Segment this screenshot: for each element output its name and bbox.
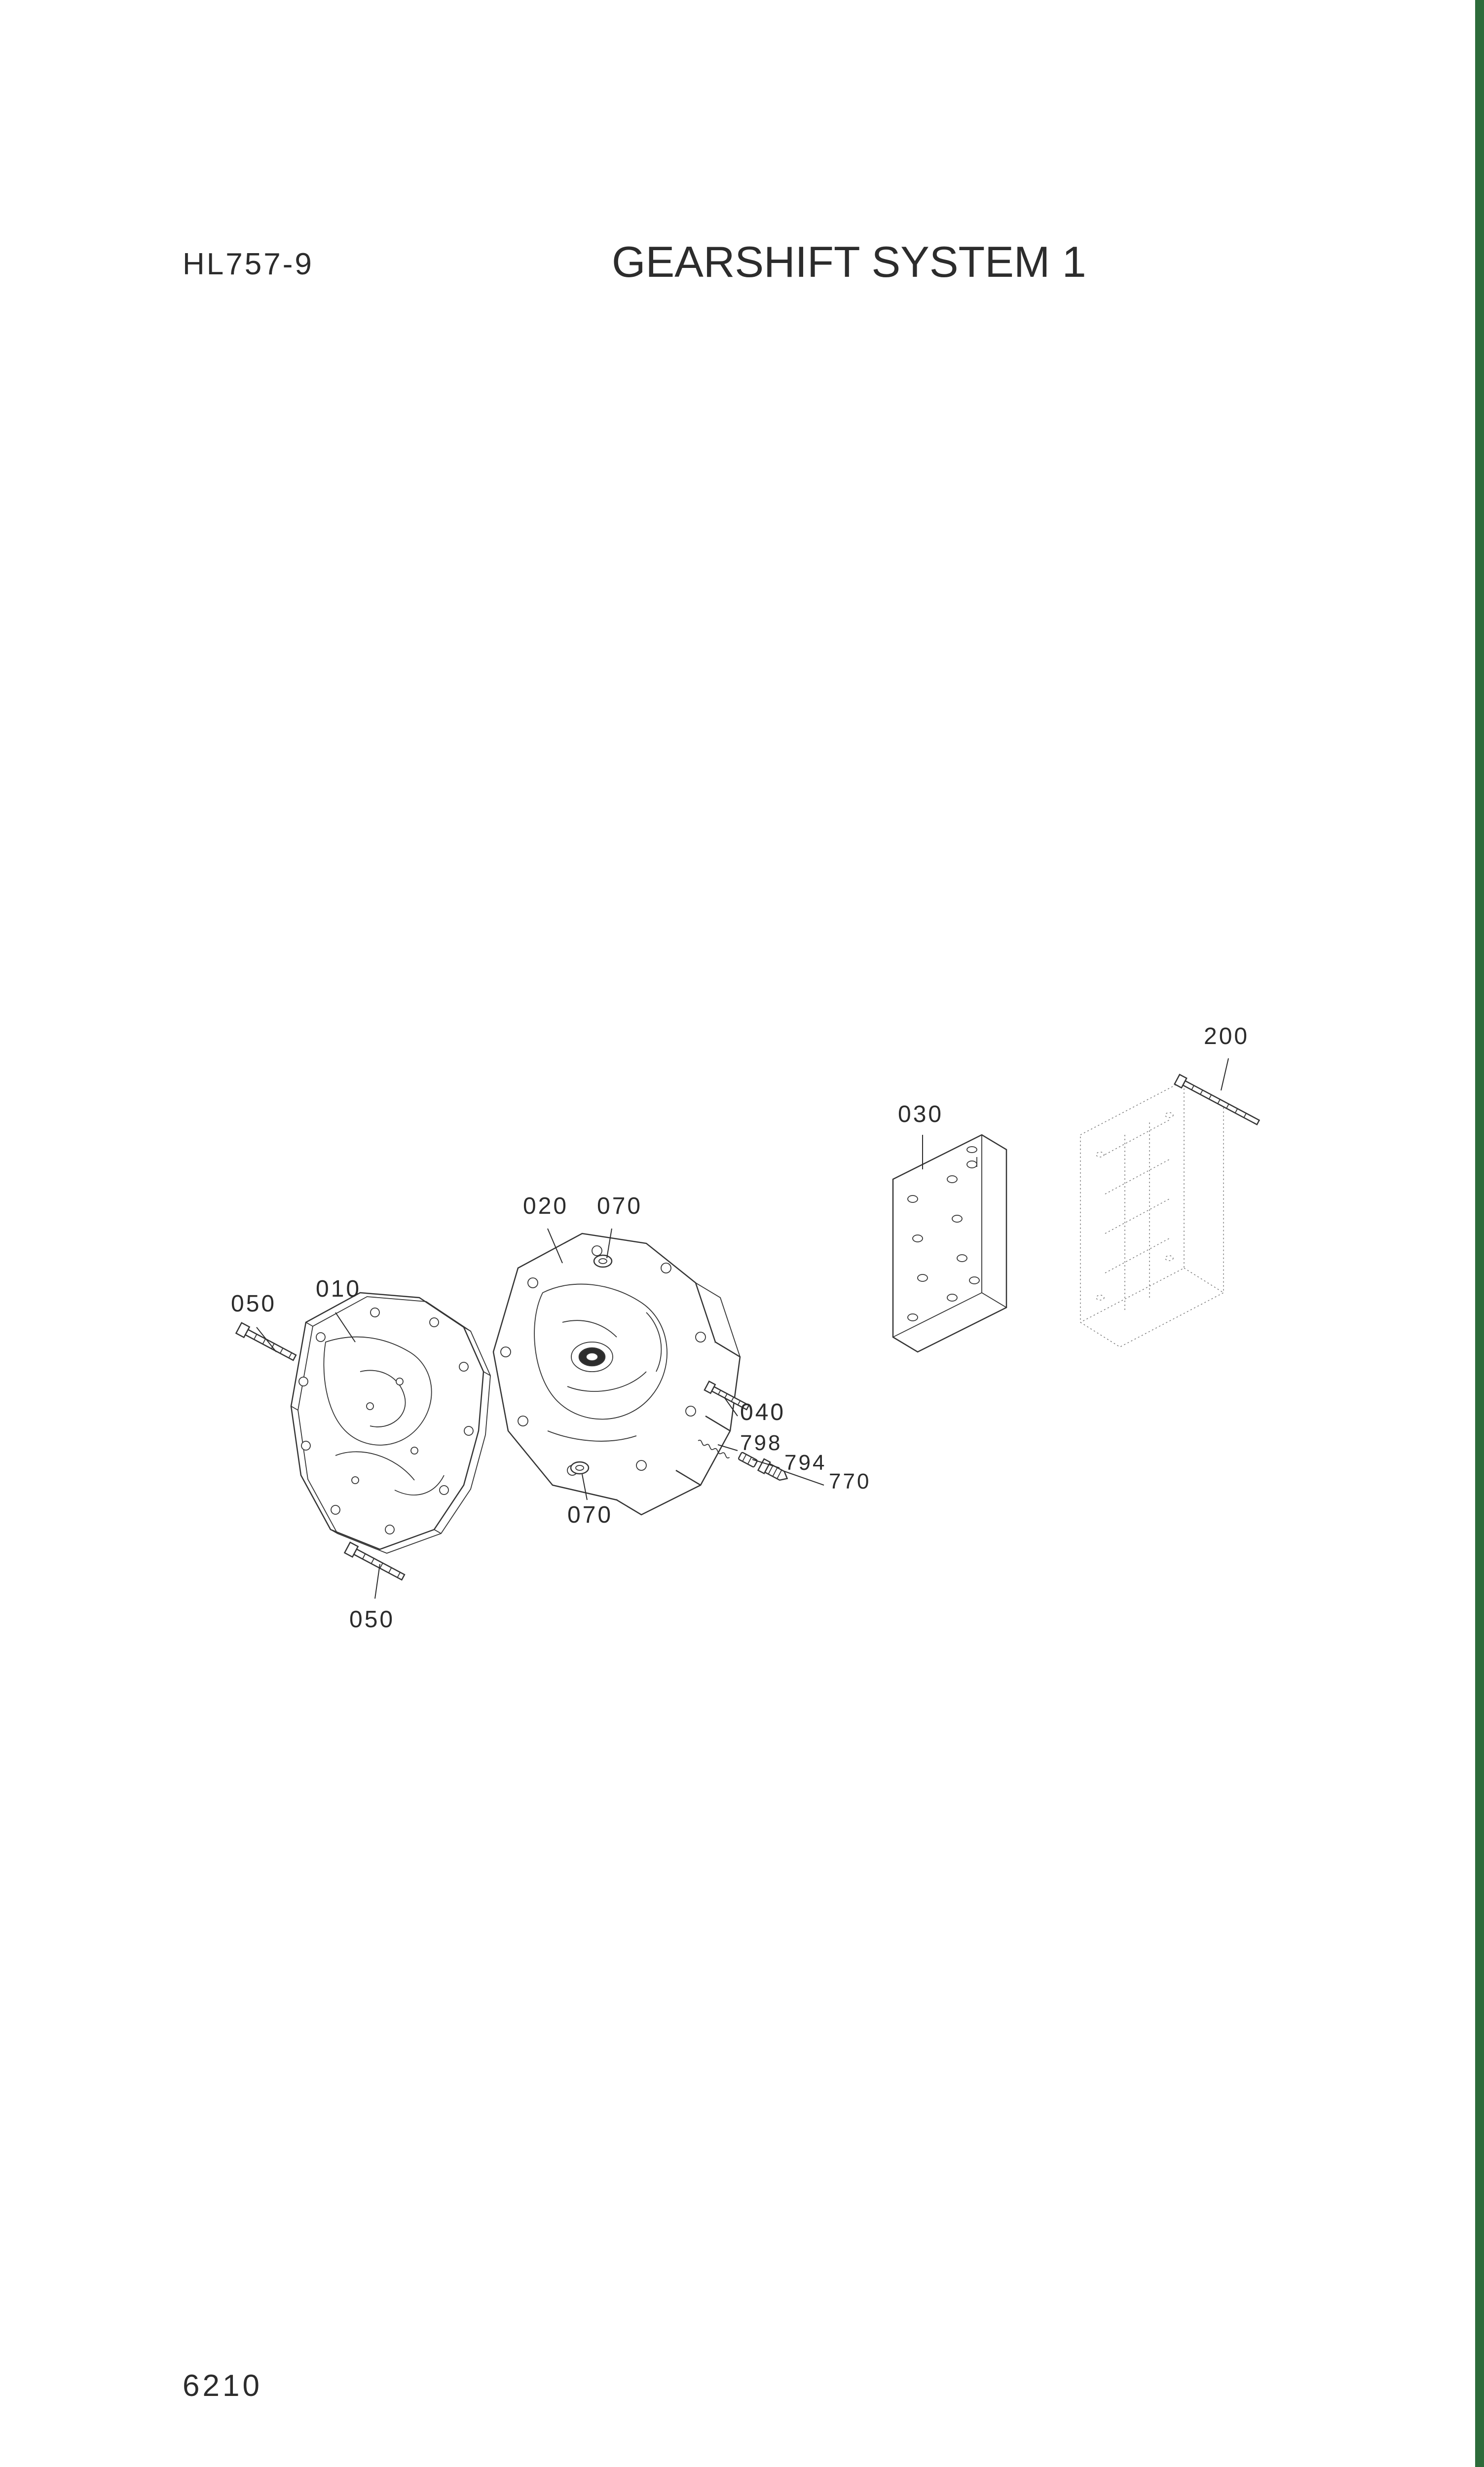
callout-794: 794 [784, 1451, 826, 1475]
callout-770: 770 [829, 1469, 871, 1494]
callout-070-a: 070 [597, 1193, 642, 1220]
callout-040: 040 [740, 1399, 785, 1426]
part-020-housing [493, 1234, 740, 1515]
part-200-screw [1175, 1075, 1261, 1127]
callout-010: 010 [316, 1275, 361, 1303]
exploded-diagram [0, 0, 1484, 2467]
part-070-plug-upper [594, 1255, 612, 1267]
part-010-duct-plate [291, 1293, 490, 1553]
part-050-bolt-upper [236, 1323, 297, 1363]
part-030-gasket [893, 1135, 1006, 1352]
callout-798: 798 [740, 1431, 782, 1456]
callout-050-a: 050 [231, 1290, 276, 1317]
callout-020: 020 [523, 1193, 568, 1220]
part-phantom-cover [1080, 1081, 1224, 1347]
callout-050-b: 050 [349, 1606, 395, 1633]
callout-200: 200 [1204, 1023, 1249, 1050]
page-container: HL757-9 GEARSHIFT SYSTEM 1 6210 [0, 0, 1484, 2467]
callout-030: 030 [898, 1101, 943, 1128]
callout-070-b: 070 [567, 1501, 613, 1529]
part-070-plug-lower [571, 1462, 589, 1474]
